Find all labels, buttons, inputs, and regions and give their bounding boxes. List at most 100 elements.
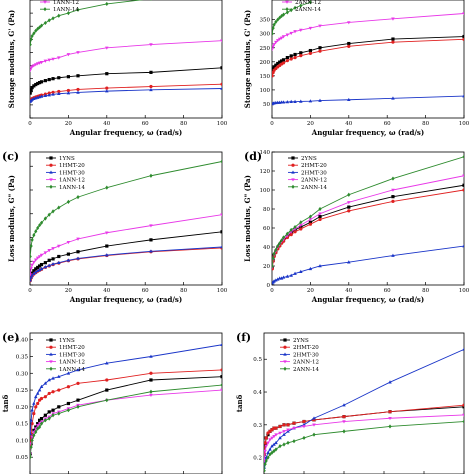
data-point	[289, 99, 293, 103]
data-point	[274, 433, 278, 437]
data-point	[272, 435, 276, 439]
data-point	[30, 271, 34, 275]
legend-marker	[291, 156, 295, 160]
data-point	[30, 455, 32, 460]
legend-marker	[283, 345, 287, 349]
data-point	[462, 12, 464, 16]
plot-frame	[29, 0, 223, 119]
data-point	[30, 263, 34, 267]
x-tick-label: 80	[422, 288, 429, 294]
data-point	[274, 447, 278, 452]
legend-marker	[285, 7, 289, 12]
data-point	[30, 267, 33, 271]
data-point	[38, 424, 42, 430]
data-point	[299, 227, 303, 231]
y-tick-label: 140	[260, 150, 271, 156]
data-point	[43, 93, 48, 97]
data-point	[272, 279, 276, 283]
data-point	[149, 238, 153, 242]
panel-label: (d)	[244, 150, 262, 163]
legend-marker	[49, 360, 53, 364]
data-point	[388, 410, 392, 414]
data-point	[76, 256, 80, 260]
data-point	[220, 388, 222, 392]
data-point	[34, 82, 38, 87]
data-point	[308, 266, 313, 271]
data-point	[281, 100, 286, 104]
data-point	[220, 39, 222, 43]
data-point	[39, 94, 44, 98]
data-point	[105, 1, 109, 7]
data-point	[66, 199, 70, 204]
data-point	[30, 237, 34, 242]
data-point	[76, 90, 80, 94]
data-point	[388, 380, 392, 384]
panel-d-loss-modulus: 0 20 40 60 80 100 0 20 40 60 80 100 120 140 Angular fr…	[243, 150, 470, 304]
data-point	[272, 65, 276, 69]
data-point	[220, 66, 222, 70]
plot-frame	[271, 0, 465, 119]
data-point	[32, 269, 36, 273]
x-tick-label: 40	[345, 288, 352, 294]
data-point	[43, 20, 47, 26]
data-point	[32, 260, 36, 265]
data-point	[347, 97, 351, 102]
data-point	[299, 99, 303, 103]
data-point	[51, 408, 55, 412]
data-point	[37, 255, 42, 259]
data-point	[30, 273, 32, 277]
data-point	[34, 394, 38, 399]
data-point	[66, 53, 71, 57]
x-tick-label: 20	[65, 288, 72, 294]
data-point	[342, 420, 346, 424]
data-point	[274, 440, 278, 445]
data-point	[299, 28, 303, 32]
data-point	[149, 393, 153, 398]
x-tick-label: 0	[270, 121, 274, 127]
data-point	[220, 368, 222, 372]
legend-entry: 1HMT-30	[59, 170, 85, 176]
data-point	[264, 449, 267, 453]
data-point	[282, 432, 286, 436]
data-point	[149, 43, 153, 47]
data-point	[268, 447, 272, 451]
data-point	[32, 31, 36, 36]
legend-entry: 2YNS	[301, 156, 317, 162]
data-point	[149, 84, 153, 89]
legend-marker	[43, 7, 47, 12]
data-point	[105, 253, 109, 257]
legend-entry: 2HMT-30	[293, 352, 319, 358]
data-point	[347, 260, 351, 264]
data-point	[76, 87, 80, 92]
series-line	[30, 369, 222, 448]
data-point	[30, 273, 34, 277]
data-point	[293, 227, 297, 231]
data-point	[47, 410, 51, 414]
data-point	[36, 225, 40, 231]
plot-frame	[271, 151, 465, 286]
data-point	[280, 13, 284, 19]
plot-frame	[263, 332, 465, 474]
data-point	[30, 42, 32, 47]
data-point	[30, 254, 32, 259]
data-point	[30, 278, 32, 282]
legend-entry: 1YNS	[59, 156, 75, 162]
legend-marker	[49, 338, 53, 342]
data-point	[43, 395, 47, 399]
data-point	[30, 33, 34, 39]
legend-entry: 2ANN-12	[295, 0, 321, 6]
data-point	[279, 276, 284, 280]
legend-entry: 1HMT-20	[59, 345, 85, 351]
data-point	[220, 82, 222, 86]
data-point	[299, 51, 303, 55]
legend-entry: 2HMT-20	[293, 345, 319, 351]
data-point	[347, 205, 351, 209]
data-point	[149, 371, 153, 375]
data-point	[34, 425, 38, 429]
data-point	[76, 74, 80, 78]
data-point	[47, 258, 51, 262]
data-point	[35, 62, 40, 66]
y-tick-label: 100	[260, 88, 271, 94]
x-tick-label: 40	[103, 121, 110, 127]
data-point	[308, 99, 313, 103]
